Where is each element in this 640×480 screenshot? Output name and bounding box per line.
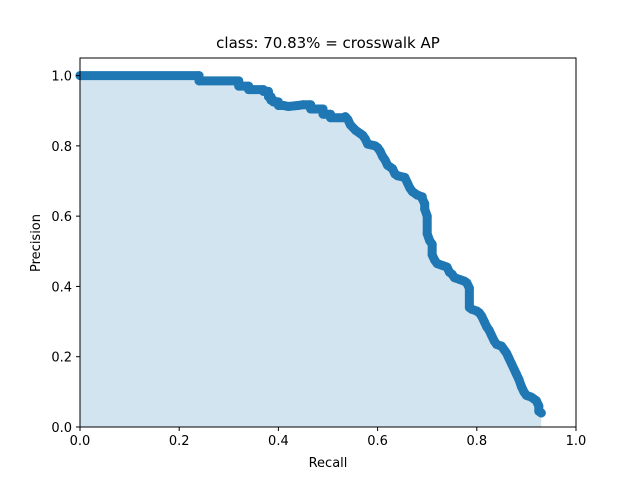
pr-point (427, 239, 437, 249)
y-tick-label: 0.2 (51, 351, 72, 366)
x-tick-label: 0.6 (367, 434, 388, 449)
pr-point (464, 283, 474, 293)
y-tick-label: 1.0 (51, 70, 72, 85)
pr-area (80, 75, 542, 428)
y-tick-label: 0.8 (51, 140, 72, 155)
pr-point (325, 113, 335, 123)
pr-point (420, 204, 430, 214)
y-tick-label: 0.0 (51, 421, 72, 436)
x-tick-label: 0.2 (169, 434, 190, 449)
y-tick-label: 0.4 (51, 280, 72, 295)
plot-frame (79, 57, 577, 428)
pr-point (392, 171, 402, 181)
pr-point (234, 81, 244, 91)
chart-title: class: 70.83% = crosswalk AP (216, 34, 440, 52)
pr-point (422, 229, 432, 239)
x-tick-label: 0.4 (268, 434, 289, 449)
plot-area (75, 71, 546, 428)
x-tick-label: 1.0 (566, 434, 587, 449)
x-tick-label: 0.8 (466, 434, 487, 449)
x-axis-label: Recall (309, 456, 348, 471)
pr-point (283, 101, 293, 111)
pr-point (422, 211, 432, 221)
y-tick-label: 0.6 (51, 210, 72, 225)
pr-point (514, 375, 524, 385)
pr-point (363, 139, 373, 149)
pr-point (194, 76, 204, 86)
pr-point (318, 109, 328, 119)
pr-point (244, 85, 254, 95)
pr-point (536, 408, 546, 418)
x-tick-label: 0.0 (70, 434, 91, 449)
pr-point (298, 100, 308, 110)
x-axis: 0.0 0.2 0.4 0.6 0.8 1.0 (70, 427, 587, 449)
pr-point (306, 104, 316, 114)
y-axis: 0.0 0.2 0.4 0.6 0.8 1.0 (51, 70, 80, 436)
y-axis-label: Precision (29, 214, 44, 272)
